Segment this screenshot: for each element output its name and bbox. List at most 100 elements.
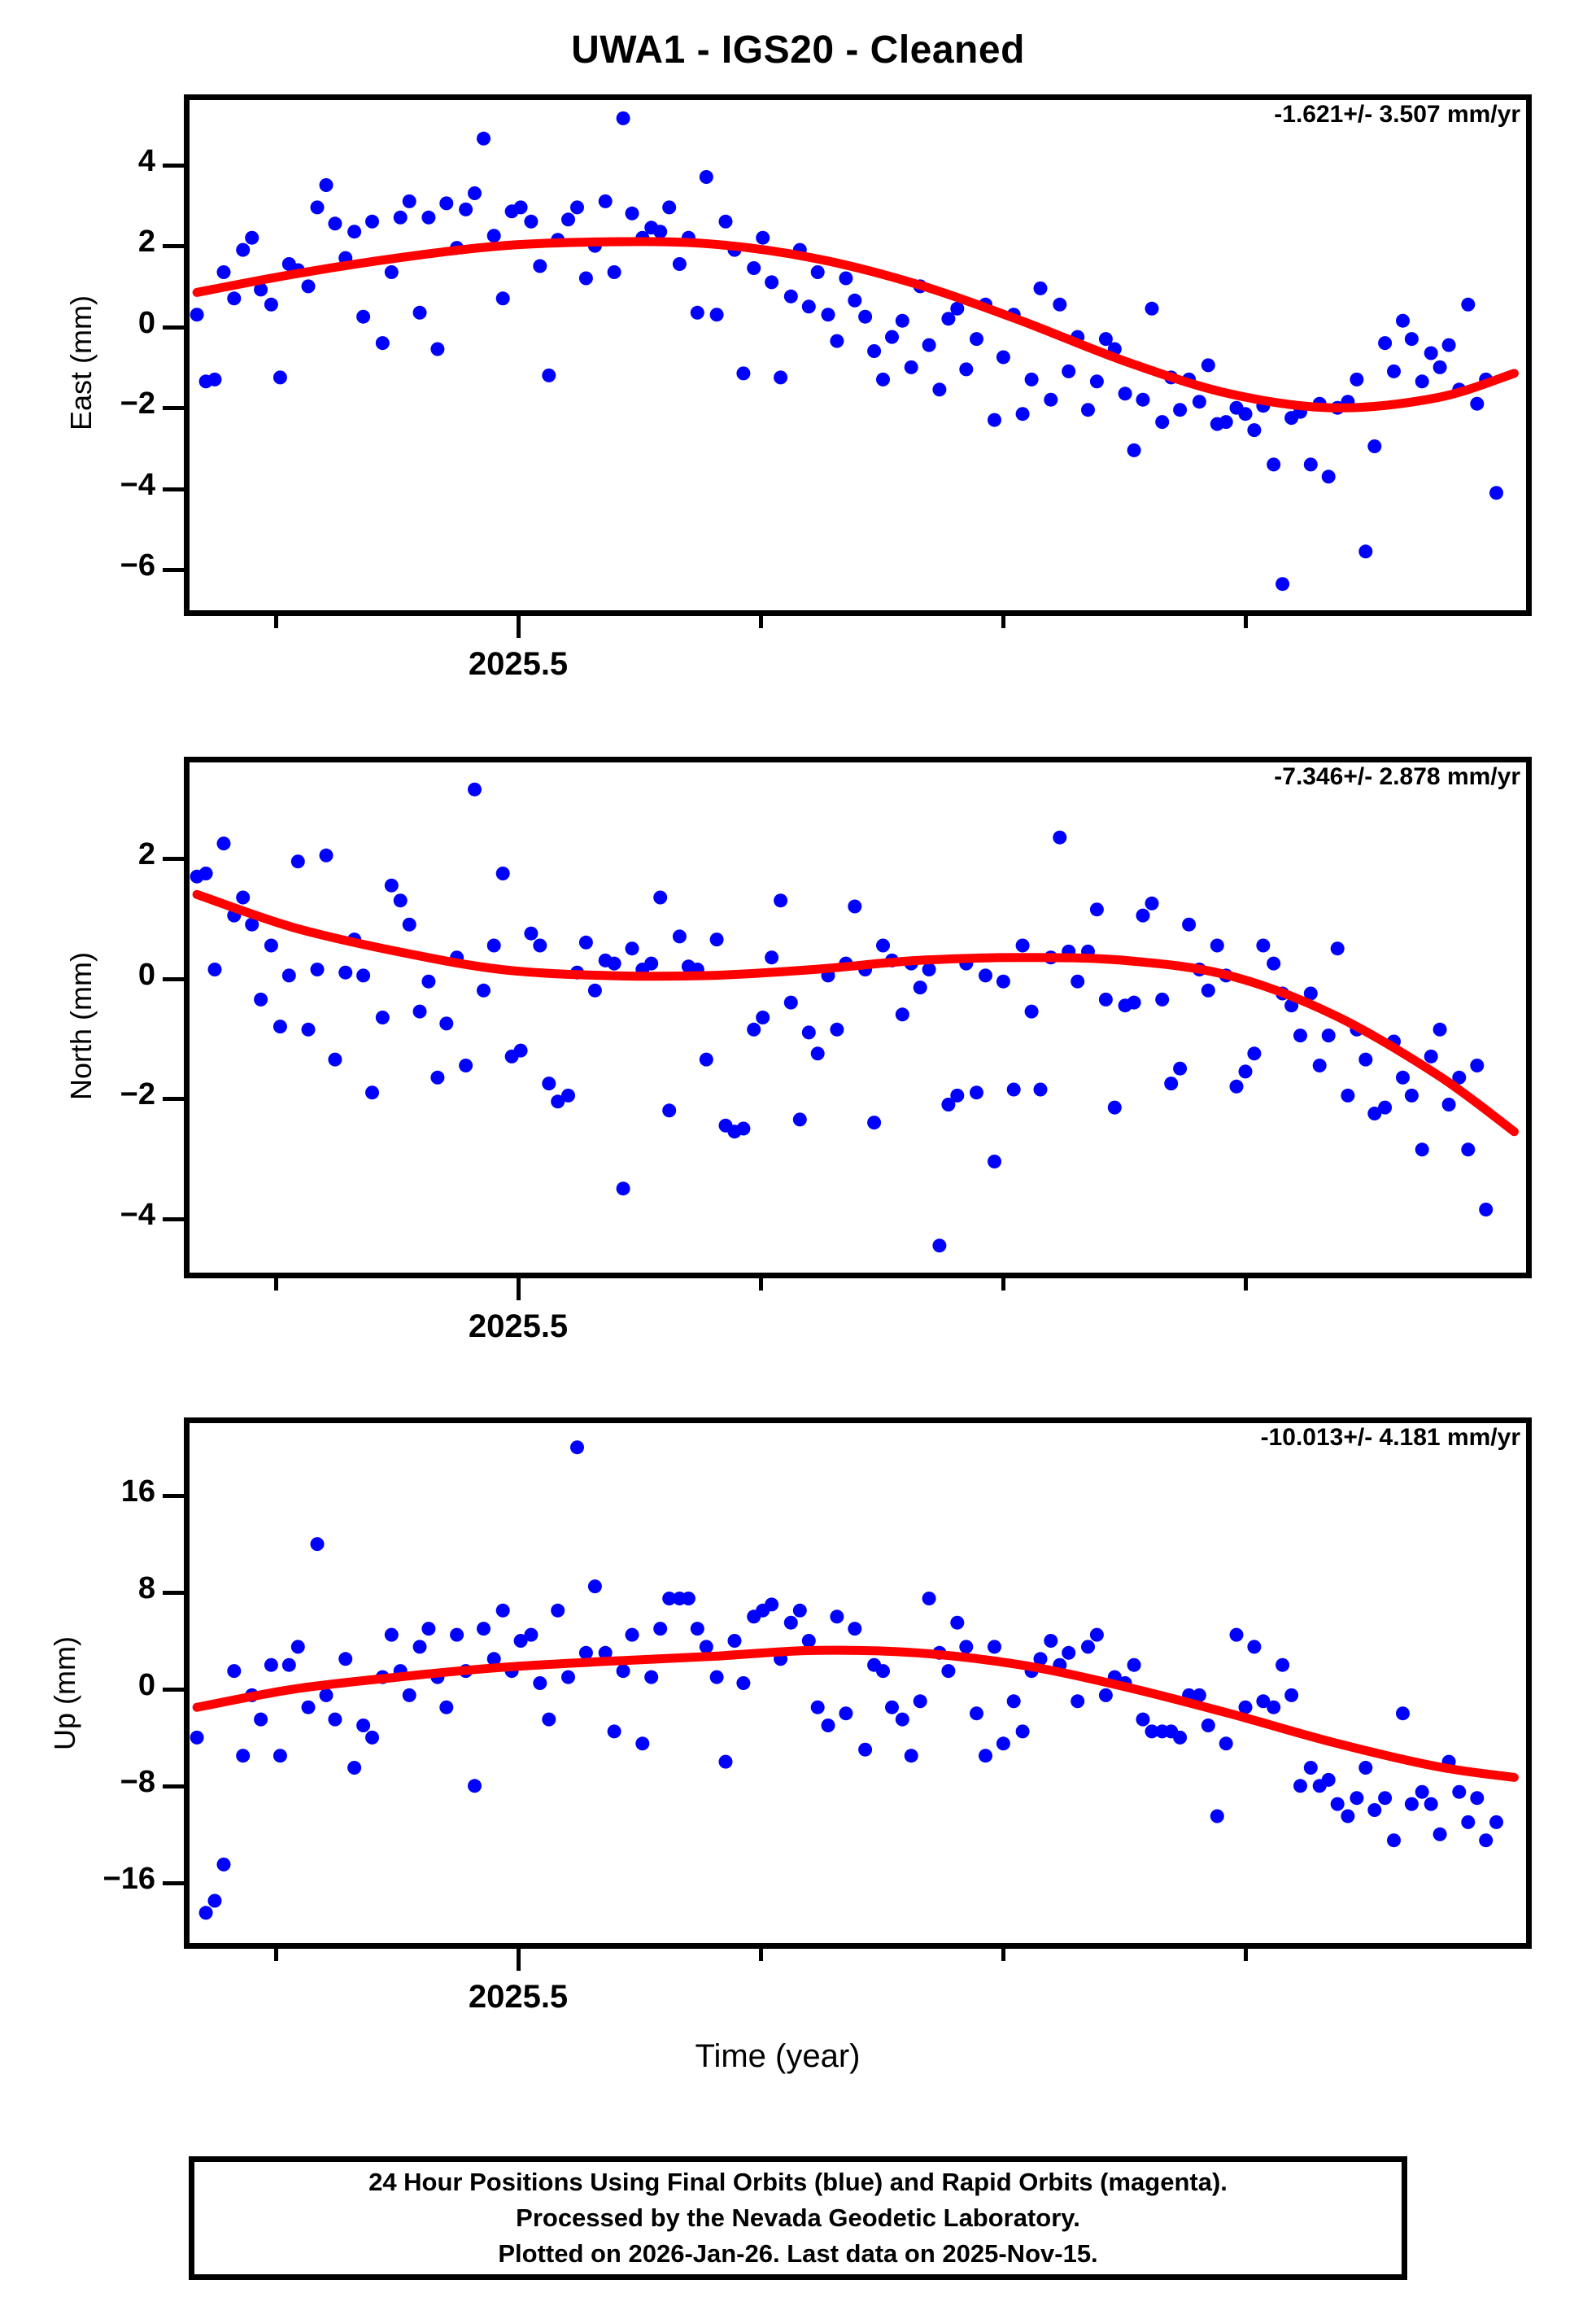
data-point xyxy=(1098,1688,1113,1702)
y-tick-mark xyxy=(163,1784,184,1788)
data-point xyxy=(301,1700,316,1714)
data-point xyxy=(1145,896,1159,911)
data-point xyxy=(970,332,983,347)
data-point xyxy=(1358,1761,1373,1775)
data-point xyxy=(1404,1797,1419,1811)
x-tick-mark xyxy=(759,1273,763,1291)
data-point xyxy=(254,1712,268,1727)
x-tick-mark xyxy=(1244,1273,1248,1291)
data-point xyxy=(587,983,602,998)
y-tick-label: 0 xyxy=(137,1667,155,1702)
data-point xyxy=(1182,917,1197,932)
y-tick-mark xyxy=(163,568,184,573)
data-point xyxy=(1089,1627,1104,1642)
data-point xyxy=(393,210,408,225)
data-point xyxy=(718,214,733,229)
data-point xyxy=(439,196,454,211)
data-point xyxy=(1015,407,1030,421)
data-point xyxy=(338,965,353,980)
data-point xyxy=(699,1640,713,1654)
data-point xyxy=(375,336,390,351)
data-point xyxy=(1145,1724,1159,1739)
data-point xyxy=(1312,1059,1327,1072)
data-point xyxy=(328,1052,342,1067)
data-point xyxy=(578,271,593,286)
data-point xyxy=(765,275,779,290)
x-tick-mark xyxy=(1244,1943,1248,1961)
data-point xyxy=(477,131,491,146)
footer-line-2: Processed by the Nevada Geodetic Laborat… xyxy=(516,2203,1080,2232)
y-tick-label: 2 xyxy=(137,837,155,872)
y-tick-label: 8 xyxy=(137,1571,155,1606)
data-point xyxy=(1062,364,1076,378)
data-point xyxy=(365,1730,379,1745)
data-point xyxy=(644,1670,659,1684)
data-point xyxy=(950,1615,965,1630)
data-point xyxy=(1256,938,1271,953)
data-point xyxy=(1024,372,1039,387)
data-point xyxy=(1033,281,1048,295)
x-tick-label-east: 2025.5 xyxy=(468,646,569,682)
y-tick-mark xyxy=(163,163,184,168)
data-point xyxy=(1350,372,1364,387)
data-point xyxy=(207,1893,222,1908)
data-point xyxy=(264,297,278,312)
data-point xyxy=(561,212,575,227)
data-point xyxy=(412,1004,427,1019)
y-tick-mark xyxy=(163,1097,184,1102)
y-tick-mark xyxy=(163,1591,184,1596)
data-point xyxy=(1341,1809,1355,1823)
data-point xyxy=(524,214,539,229)
data-point xyxy=(736,366,751,381)
trend-line xyxy=(192,1645,1519,1782)
data-point xyxy=(1350,1791,1364,1806)
data-point xyxy=(477,1622,491,1636)
data-point xyxy=(792,1603,807,1618)
data-point xyxy=(1432,1022,1447,1037)
rate-annotation-east: -1.621+/- 3.507 mm/yr xyxy=(1274,101,1520,128)
data-point xyxy=(1432,360,1447,374)
plot-area-up xyxy=(184,1417,1532,1949)
data-point xyxy=(1210,938,1224,953)
data-point xyxy=(1303,986,1318,1001)
data-point xyxy=(1192,395,1206,409)
data-point xyxy=(1367,439,1382,453)
data-point xyxy=(1247,1640,1262,1654)
data-point xyxy=(459,1059,473,1072)
data-point xyxy=(783,289,798,304)
data-point xyxy=(236,242,251,257)
data-point xyxy=(551,1094,565,1109)
data-point xyxy=(254,282,268,297)
data-point xyxy=(216,836,231,851)
data-point xyxy=(598,1645,613,1660)
x-tick-mark xyxy=(517,610,521,638)
data-point xyxy=(1275,1657,1290,1672)
data-point xyxy=(848,293,862,308)
data-point xyxy=(1267,457,1281,472)
data-point xyxy=(1424,346,1438,360)
data-point xyxy=(1136,908,1150,923)
data-point xyxy=(1415,1784,1429,1799)
data-point xyxy=(988,413,1001,427)
data-point xyxy=(1127,1657,1141,1672)
data-point xyxy=(932,382,947,397)
data-point xyxy=(421,1622,436,1636)
data-point xyxy=(1247,1046,1262,1061)
data-point xyxy=(561,1670,575,1684)
data-point xyxy=(578,1645,593,1660)
scatter-plot-east xyxy=(190,111,1519,592)
data-point xyxy=(1378,336,1393,351)
data-point xyxy=(245,917,259,932)
data-point xyxy=(810,1700,825,1714)
y-tick-label: −4 xyxy=(120,467,155,502)
data-point xyxy=(1293,1779,1307,1793)
data-point xyxy=(513,200,528,215)
data-point xyxy=(718,1754,733,1769)
data-point xyxy=(236,890,251,905)
y-tick-mark xyxy=(163,487,184,491)
data-point xyxy=(486,1652,501,1666)
data-point xyxy=(310,1537,325,1552)
data-point xyxy=(1238,407,1253,421)
data-point xyxy=(821,1719,835,1732)
